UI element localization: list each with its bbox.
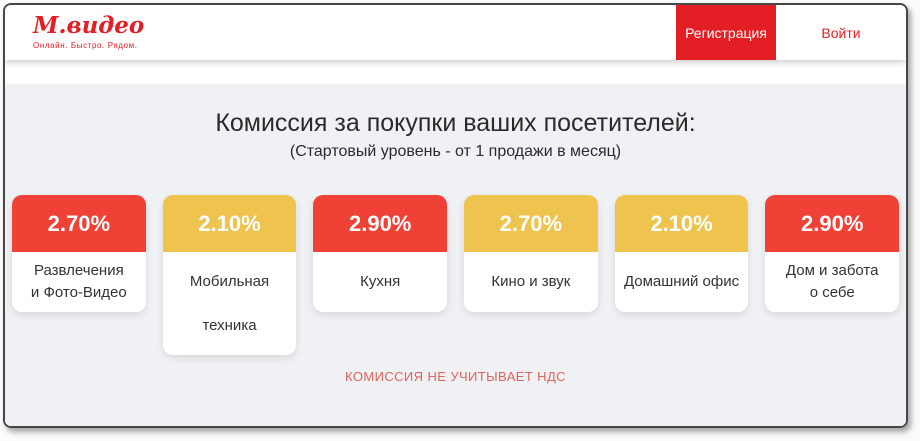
commission-category: Домашний офис — [614, 252, 749, 312]
commission-card: 2.70% Развлечения и Фото-Видео — [12, 195, 146, 312]
login-link[interactable]: Войти — [821, 24, 861, 41]
register-button[interactable]: Регистрация — [676, 5, 776, 60]
commission-rate-badge: 2.10% — [614, 195, 749, 252]
page-subtitle: (Стартовый уровень - от 1 продажи в меся… — [289, 143, 622, 160]
commission-card: 2.10% Мобильная техника — [162, 195, 297, 355]
category-line: Дом и забота — [785, 262, 879, 279]
category-line: о себе — [809, 284, 855, 301]
page-title: Комиссия за покупки ваших посетителей: — [215, 109, 696, 137]
page-frame: М.видео Онлайн. Быстро. Рядом. Регистрац… — [3, 3, 908, 428]
header: М.видео Онлайн. Быстро. Рядом. Регистрац… — [5, 5, 906, 60]
commission-rate-badge: 2.70% — [464, 195, 598, 252]
commission-rate-badge: 2.10% — [162, 195, 297, 252]
category-line: Развлечения — [33, 262, 124, 279]
commission-card: 2.70% Кино и звук — [464, 195, 598, 312]
page-body: Комиссия за покупки ваших посетителей: (… — [5, 60, 906, 426]
commission-category: Кухня — [313, 252, 448, 312]
category-line: Мобильная — [189, 272, 270, 290]
mvideo-logo-text: М.видео — [33, 12, 145, 39]
commission-rate-badge: 2.70% — [12, 195, 146, 252]
commission-category: Развлечения и Фото-Видео — [12, 252, 146, 312]
logo-tagline: Онлайн. Быстро. Рядом. — [33, 41, 138, 50]
commission-category: Дом и забота о себе — [765, 252, 900, 312]
category-line: и Фото-Видео — [30, 284, 127, 301]
category-line: Кино и звук — [491, 273, 571, 290]
commission-rate-badge: 2.90% — [765, 195, 900, 252]
commission-category: Кино и звук — [464, 252, 598, 312]
commission-card: 2.10% Домашний офис — [614, 195, 749, 312]
category-line: Кухня — [360, 273, 401, 290]
commission-rate-badge: 2.90% — [313, 195, 448, 252]
category-line: Домашний офис — [623, 273, 740, 290]
category-line: техника — [202, 316, 257, 334]
cards-row: 2.70% Развлечения и Фото-Видео 2.10% Мобильн… — [5, 195, 906, 355]
commission-section: Комиссия за покупки ваших посетителей: (… — [5, 84, 906, 426]
commission-card: 2.90% Дом и забота о себе — [765, 195, 900, 312]
vat-footnote: КОМИССИЯ НЕ УЧИТЫВАЕТ НДС — [345, 369, 566, 384]
commission-card: 2.90% Кухня — [313, 195, 448, 312]
commission-category: Мобильная техника — [162, 252, 297, 355]
mvideo-logo[interactable]: М.видео Онлайн. Быстро. Рядом. — [33, 12, 145, 51]
